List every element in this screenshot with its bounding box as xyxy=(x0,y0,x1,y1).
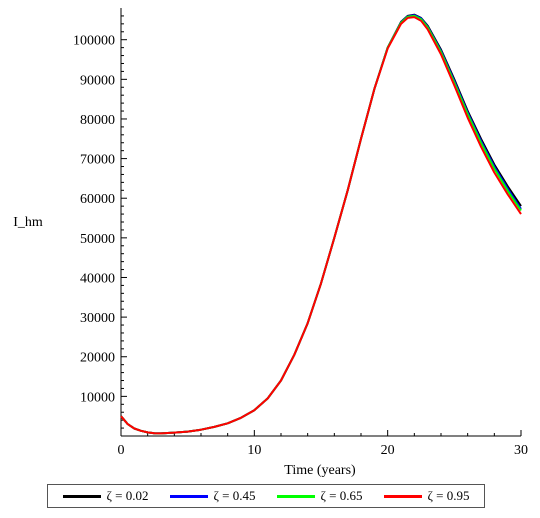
x-ticks: 0 10 20 30 xyxy=(118,430,528,458)
legend-swatch xyxy=(62,494,101,498)
legend-item: ζ = 0.45 xyxy=(169,488,256,504)
legend-item: ζ = 0.02 xyxy=(62,488,149,504)
legend-item: ζ = 0.95 xyxy=(383,488,470,504)
legend-item: ζ = 0.65 xyxy=(276,488,363,504)
legend: ζ = 0.02 ζ = 0.45 ζ = 0.65 ζ = 0.95 xyxy=(47,484,485,508)
series-line xyxy=(120,13,522,435)
y-tick-label: 10000 xyxy=(80,390,115,405)
legend-label: ζ = 0.45 xyxy=(213,488,256,503)
legend-swatch xyxy=(276,494,315,498)
y-ticks: 10000 20000 30000 40000 50000 60000 70000 80000… xyxy=(73,15,127,429)
series-lines xyxy=(120,13,522,435)
y-tick-label: 90000 xyxy=(80,73,115,88)
x-tick-label: 0 xyxy=(118,443,125,458)
y-tick-label: 70000 xyxy=(80,153,115,168)
y-tick-label: 100000 xyxy=(73,34,115,49)
legend-label: ζ = 0.95 xyxy=(427,488,470,503)
chart: 0 10 20 30 10000 20000 30000 40000 50000 60000 70… xyxy=(13,8,528,478)
series-line xyxy=(120,14,522,435)
legend-swatch xyxy=(383,494,422,498)
series-line xyxy=(120,14,522,435)
legend-label: ζ = 0.65 xyxy=(320,488,363,503)
y-tick-label: 20000 xyxy=(80,351,115,366)
legend-label: ζ = 0.02 xyxy=(106,488,149,503)
legend-swatch xyxy=(169,494,208,498)
x-tick-label: 20 xyxy=(381,443,395,458)
y-tick-label: 30000 xyxy=(80,311,115,326)
series-line xyxy=(120,16,522,435)
x-tick-label: 30 xyxy=(514,443,528,458)
y-tick-label: 80000 xyxy=(80,113,115,128)
axes xyxy=(120,8,521,437)
y-tick-label: 60000 xyxy=(80,192,115,207)
x-axis-label: Time (years) xyxy=(284,463,356,478)
x-tick-label: 10 xyxy=(247,443,261,458)
y-tick-label: 40000 xyxy=(80,271,115,286)
y-tick-label: 50000 xyxy=(80,232,115,247)
y-axis-label: I_hm xyxy=(13,215,43,230)
